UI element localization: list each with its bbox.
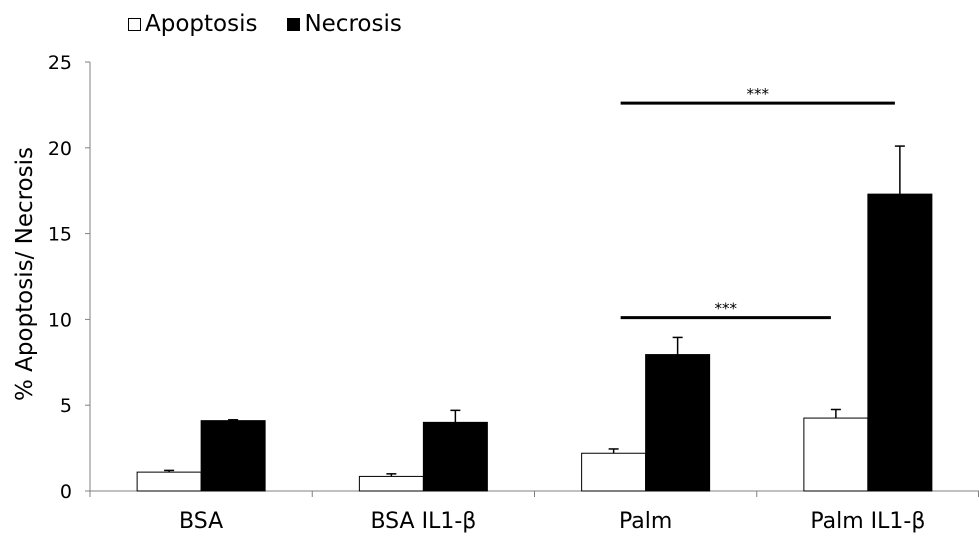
bar-necrosis (200, 420, 266, 492)
legend-swatch-necrosis (287, 17, 301, 31)
legend-label-necrosis: Necrosis (304, 11, 402, 37)
legend-label-apoptosis: Apoptosis (145, 11, 258, 37)
x-category-label: Palm IL1-β (810, 509, 925, 534)
y-tick-label: 5 (60, 395, 72, 417)
y-tick-label: 20 (48, 138, 72, 160)
bar-apoptosis (358, 475, 424, 492)
bar-apoptosis (581, 452, 647, 492)
legend-item-necrosis: Necrosis (287, 11, 402, 37)
y-tick-label: 25 (48, 52, 72, 74)
y-tick-label: 10 (48, 309, 72, 331)
legend-swatch-apoptosis (128, 17, 141, 31)
significance-label: *** (715, 300, 738, 318)
x-category-label: BSA (179, 509, 223, 534)
significance-label: *** (747, 85, 770, 103)
y-tick-label: 0 (60, 481, 72, 503)
legend-item-apoptosis: Apoptosis (128, 11, 257, 37)
x-category-label: BSA IL1-β (370, 509, 476, 534)
y-tick-label: 15 (48, 224, 72, 246)
bar-necrosis (422, 421, 488, 492)
x-category-label: Palm (619, 509, 672, 534)
bar-apoptosis (136, 471, 202, 492)
bar-necrosis (645, 354, 711, 492)
bar-apoptosis (803, 417, 869, 492)
legend: Apoptosis Necrosis (128, 8, 432, 40)
bar-necrosis (867, 193, 933, 492)
